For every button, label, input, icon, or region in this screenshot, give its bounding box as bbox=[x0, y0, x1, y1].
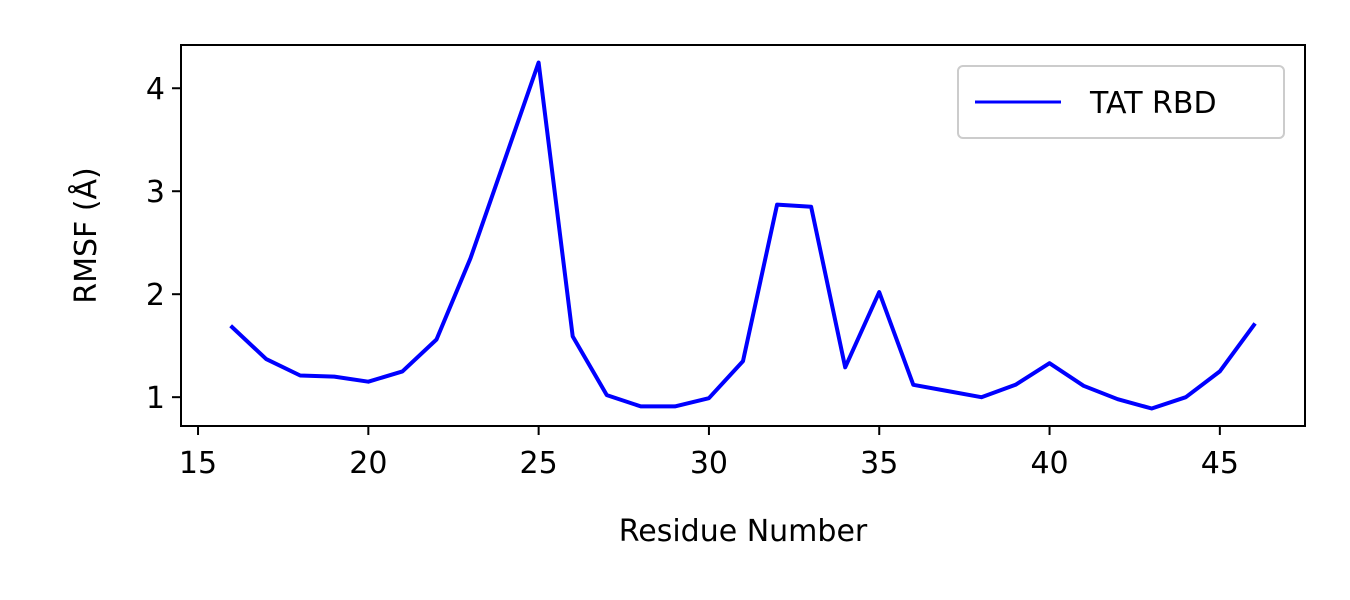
plot-area bbox=[229, 60, 1257, 411]
x-tick-label: 45 bbox=[1201, 446, 1239, 481]
x-tick-label: 30 bbox=[690, 446, 728, 481]
legend-label-tat-rbd: TAT RBD bbox=[1089, 86, 1217, 121]
x-tick-label: 15 bbox=[179, 446, 217, 481]
y-axis-ticks: 1 2 3 4 bbox=[146, 72, 181, 416]
y-tick-label: 1 bbox=[146, 381, 165, 416]
series-line-0 bbox=[229, 60, 1257, 411]
x-tick-label: 20 bbox=[349, 446, 387, 481]
x-axis-label: Residue Number bbox=[619, 514, 868, 549]
y-tick-label: 3 bbox=[146, 175, 165, 210]
y-tick-label: 4 bbox=[146, 72, 165, 107]
axes-frame bbox=[180, 44, 1306, 427]
x-tick-label: 40 bbox=[1030, 446, 1068, 481]
legend: TAT RBD bbox=[957, 65, 1285, 139]
y-axis-label: RMSF (Å) bbox=[68, 167, 104, 304]
x-tick-label: 35 bbox=[860, 446, 898, 481]
x-axis-ticks: 15 20 25 30 35 40 45 bbox=[179, 426, 1239, 481]
x-tick-label: 25 bbox=[520, 446, 558, 481]
legend-box bbox=[957, 65, 1285, 139]
y-tick-label: 2 bbox=[146, 278, 165, 313]
